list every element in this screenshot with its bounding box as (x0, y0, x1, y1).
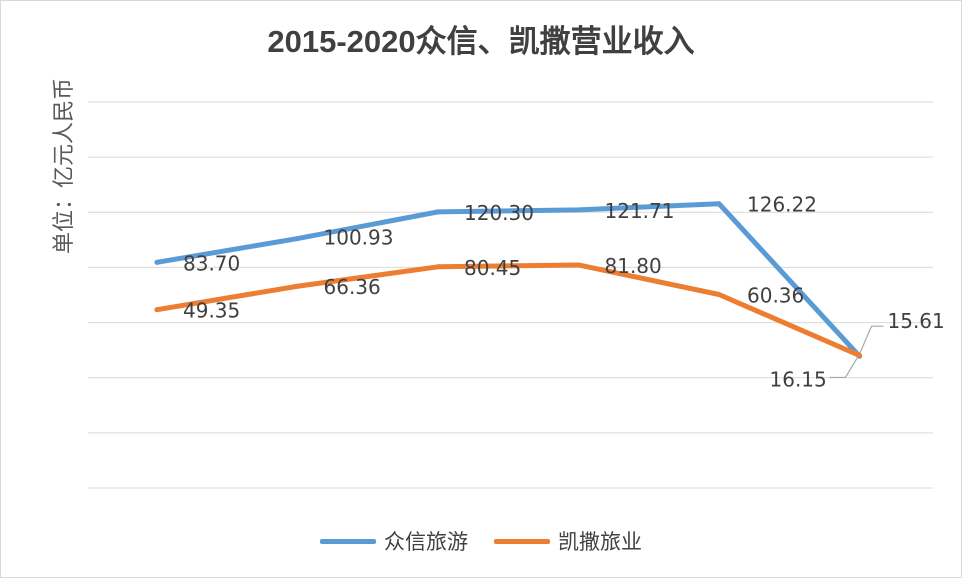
data-point-0-2015 (154, 259, 160, 265)
data-label-1-2018: 81.80 (605, 254, 662, 278)
legend-label-kaisa: 凯撒旅业 (558, 530, 642, 554)
leader-line-1 (829, 357, 859, 379)
data-label-1-2019: 60.36 (747, 284, 804, 308)
chart-title: 2015-2020众信、凯撒营业收入 (267, 24, 695, 59)
data-label-0-2020: 15.61 (888, 309, 945, 333)
label-leader-lines (829, 325, 884, 379)
legend-item-zhongxin[interactable]: 众信旅游 (320, 526, 468, 556)
data-point-0-2016 (295, 236, 300, 242)
data-point-1-2016 (295, 283, 300, 289)
data-point-1-2020 (857, 352, 862, 358)
data-point-1-2018 (576, 262, 581, 268)
series-line-1 (154, 262, 862, 358)
data-point-0-2017 (435, 209, 441, 215)
data-label-1-2020: 16.15 (770, 367, 827, 391)
legend-label-zhongxin: 众信旅游 (384, 530, 468, 554)
legend-swatch-kaisa (494, 538, 550, 544)
data-labels: 83.70 100.93 120.30 121.71 126.22 15.61 49.35 6… (183, 193, 945, 392)
data-label-0-2018: 121.71 (605, 199, 675, 223)
series-lines (154, 201, 862, 359)
data-point-1-2015 (154, 307, 160, 313)
data-point-1-2019 (716, 292, 722, 298)
legend: 众信旅游 凯撒旅业 (0, 526, 962, 556)
data-label-1-2015: 49.35 (183, 299, 240, 323)
data-label-0-2016: 100.93 (324, 226, 394, 250)
data-point-0-2018 (576, 207, 581, 213)
data-point-0-2019 (716, 201, 722, 207)
data-label-0-2015: 83.70 (183, 251, 240, 275)
series-line-0 (154, 201, 862, 359)
data-label-1-2017: 80.45 (464, 256, 521, 280)
legend-swatch-zhongxin (320, 538, 376, 544)
legend-item-kaisa[interactable]: 凯撒旅业 (494, 526, 642, 556)
data-label-0-2017: 120.30 (464, 201, 534, 225)
data-point-1-2017 (435, 264, 441, 270)
leader-line-0 (858, 325, 884, 355)
data-label-1-2016: 66.36 (324, 275, 381, 299)
data-label-0-2019: 126.22 (747, 193, 817, 217)
